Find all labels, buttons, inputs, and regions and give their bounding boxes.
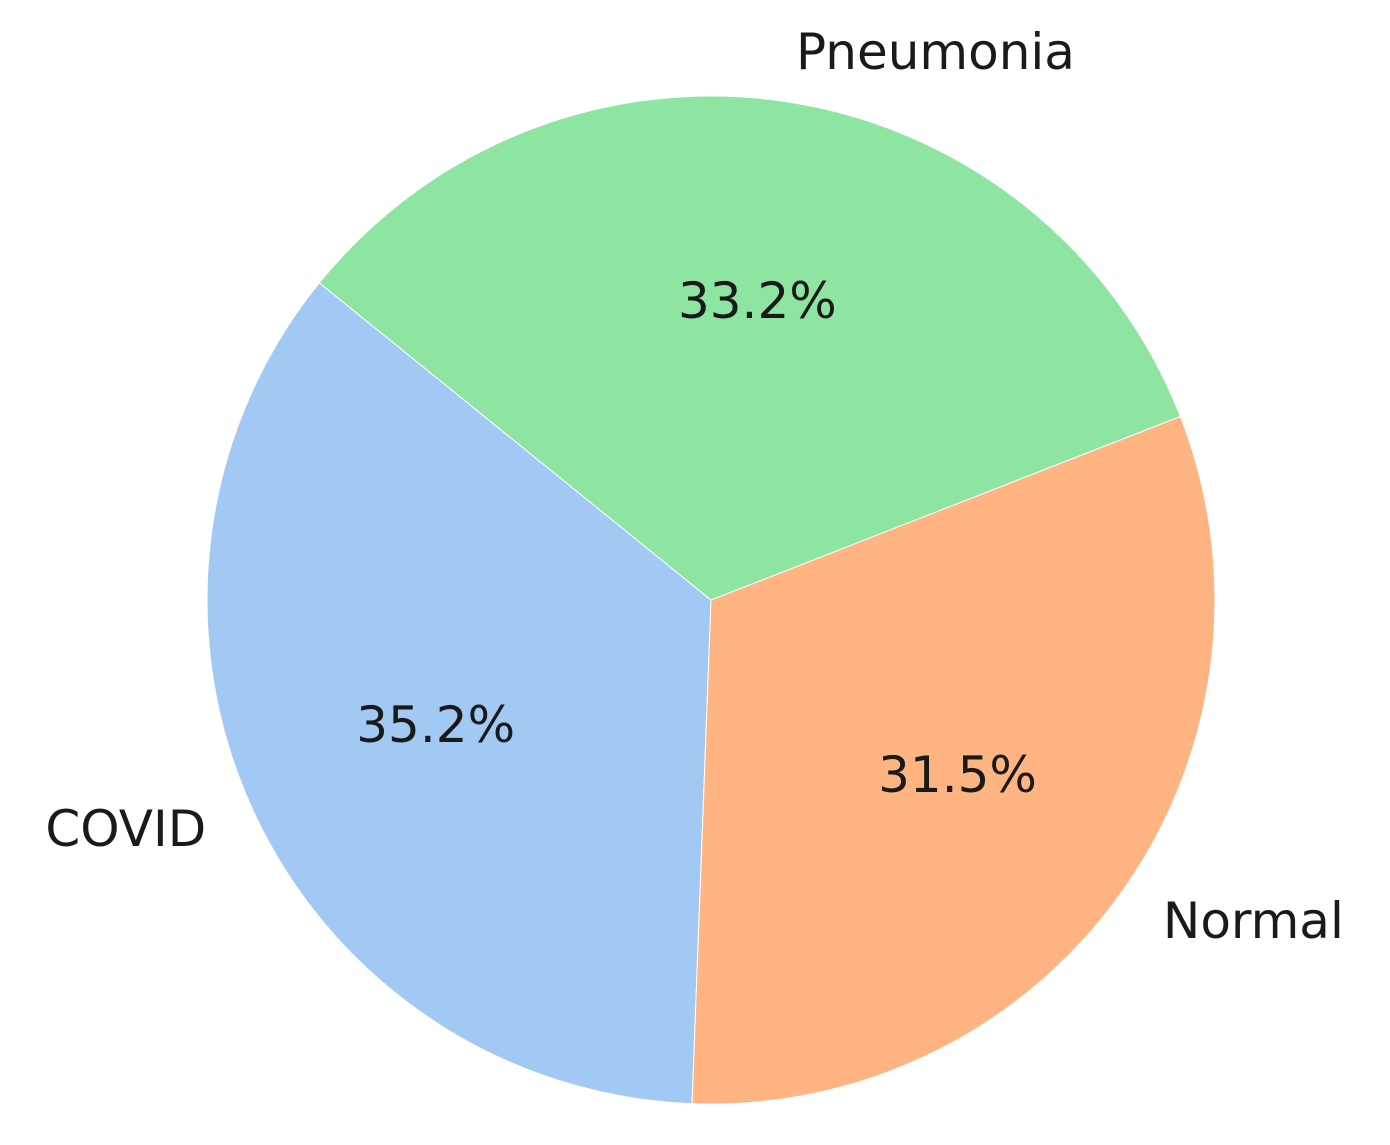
pie-slice-pneumonia — [318, 95, 1182, 601]
pie-slice-normal — [691, 415, 1216, 1105]
pct-label-normal: 31.5% — [878, 746, 1037, 804]
pie-slices — [206, 95, 1216, 1105]
category-label-covid: COVID — [45, 800, 206, 858]
pct-label-covid: 35.2% — [356, 696, 515, 754]
pie-slice-covid — [206, 282, 712, 1105]
pct-label-pneumonia: 33.2% — [678, 272, 837, 330]
category-label-normal: Normal — [1163, 892, 1344, 950]
pie-labels: 35.2% COVID 31.5% Normal 33.2% Pneumonia — [45, 23, 1343, 950]
category-label-pneumonia: Pneumonia — [796, 23, 1075, 81]
